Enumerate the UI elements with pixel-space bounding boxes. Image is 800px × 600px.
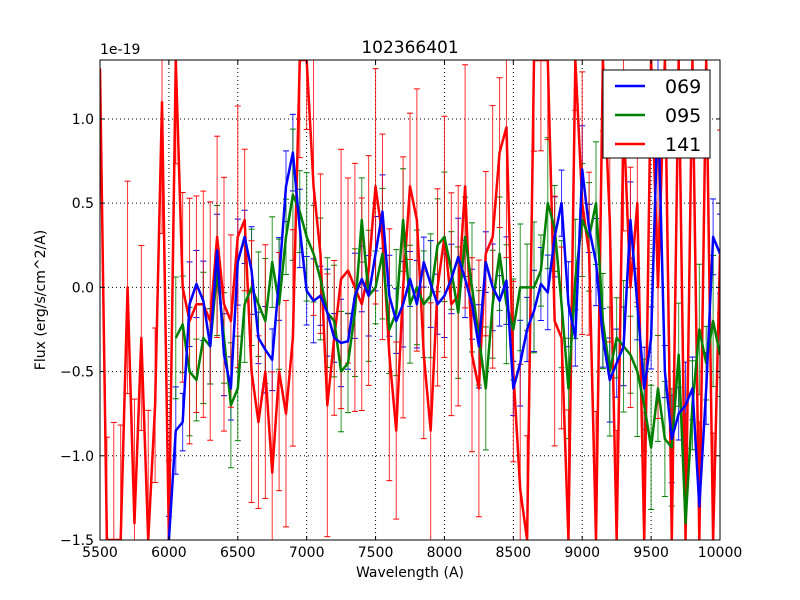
series-group: [100, 60, 720, 540]
x-tick-label: 7500: [358, 545, 394, 561]
legend: 069 095 141: [602, 69, 711, 159]
x-tick-label: 10000: [698, 545, 743, 561]
x-tick-label: 8500: [496, 545, 532, 561]
x-axis-label: Wavelength (A): [356, 565, 464, 581]
y-axis-label: Flux (erg/s/cm^2/A): [33, 230, 49, 370]
series-line-095: [174, 193, 720, 525]
y-tick-label: −1.0: [60, 449, 94, 465]
legend-label-095: 095: [665, 105, 701, 127]
y-offset-label: 1e-19: [100, 42, 140, 58]
x-tick-label: 6000: [151, 545, 187, 561]
x-tick-label: 5500: [82, 545, 118, 561]
y-tick-label: 0.0: [72, 280, 94, 296]
y-tick-label: 0.5: [72, 196, 94, 212]
ticks: 5500 6000 6500 7000 7500 8000 8500 9000 9500 1000…: [60, 60, 742, 561]
series-line-069: [167, 100, 720, 540]
y-tick-label: −1.5: [60, 533, 94, 549]
chart-title: 102366401: [361, 38, 458, 58]
x-tick-label: 7000: [289, 545, 325, 561]
x-tick-label: 6500: [220, 545, 256, 561]
legend-label-141: 141: [665, 134, 701, 156]
legend-label-069: 069: [665, 76, 701, 98]
x-tick-label: 9500: [633, 545, 669, 561]
x-tick-label: 8000: [427, 545, 463, 561]
y-tick-label: −0.5: [60, 365, 94, 381]
y-tick-label: 1.0: [72, 112, 94, 128]
x-tick-label: 9000: [564, 545, 600, 561]
axes-frame: [99, 59, 721, 541]
